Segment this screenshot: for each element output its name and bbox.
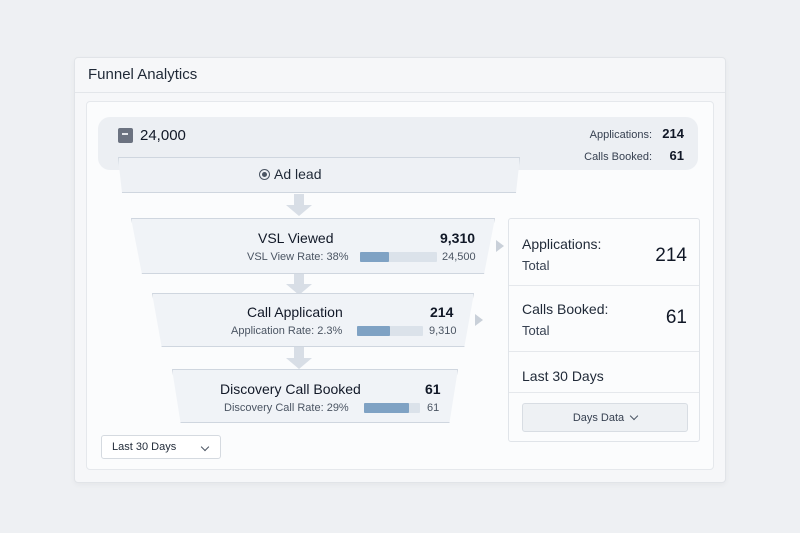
stage-rate-bar-fill: [357, 326, 390, 336]
stage-value: 214: [430, 304, 454, 320]
stage-value: 61: [425, 381, 441, 397]
chevron-down-icon: [629, 411, 639, 420]
days-data-button[interactable]: Days Data: [522, 403, 688, 432]
arrow-right-icon: [475, 314, 483, 326]
side-divider: [509, 285, 699, 286]
funnel-stage-discovery-call[interactable]: [172, 369, 458, 423]
summary-applications-value: 214: [662, 126, 684, 141]
summary-calls-value: 61: [669, 148, 684, 163]
stage-rate: Application Rate: 2.3%: [231, 325, 343, 337]
side-applications-sub: Total: [522, 258, 550, 273]
funnel-stage-call-application[interactable]: [152, 293, 474, 347]
date-range-value: Last 30 Days: [112, 441, 177, 453]
arrow-down-icon: [286, 347, 312, 369]
side-calls-sub: Total: [522, 323, 550, 338]
summary-applications-label: Applications:: [589, 129, 652, 141]
summary-calls: Calls Booked: 61: [584, 148, 684, 163]
days-data-label: Days Data: [572, 411, 625, 424]
arrow-down-icon: [286, 273, 312, 295]
stage-title: Call Application: [247, 304, 343, 320]
inbox-icon: [118, 128, 133, 143]
lead-label: Ad lead: [259, 166, 321, 182]
stage-rate: VSL View Rate: 38%: [247, 251, 349, 263]
lead-label-text: Ad lead: [274, 166, 322, 182]
side-calls-label: Calls Booked:: [522, 301, 609, 317]
chevron-down-icon: [200, 442, 210, 452]
funnel-stage-vsl-viewed[interactable]: [131, 218, 495, 274]
stage-value: 9,310: [440, 230, 476, 246]
totals-panel: Applications: Total 214 Calls Booked: To…: [508, 218, 700, 442]
side-calls-value: 61: [665, 307, 687, 328]
stage-bar-end: 24,500: [442, 251, 476, 263]
page-title: Funnel Analytics: [88, 66, 198, 83]
summary-total: 24,000: [140, 127, 186, 144]
summary-calls-label: Calls Booked:: [584, 151, 652, 163]
stage-rate-bar: [360, 252, 437, 262]
stage-title: VSL Viewed: [258, 230, 334, 246]
stage-bar-end: 9,310: [429, 325, 457, 337]
side-applications-label: Applications:: [522, 236, 602, 252]
header-divider: [75, 92, 725, 93]
stage-title: Discovery Call Booked: [220, 381, 361, 397]
arrow-right-icon: [496, 240, 504, 252]
side-period-label: Last 30 Days: [522, 368, 604, 384]
stage-rate-bar: [357, 326, 423, 336]
stage-rate-bar: [364, 403, 420, 413]
summary-applications: Applications: 214: [590, 126, 684, 141]
radio-icon: [259, 168, 270, 180]
side-divider: [509, 392, 699, 393]
side-divider: [509, 351, 699, 352]
stage-rate-bar-fill: [364, 403, 409, 413]
date-range-select[interactable]: Last 30 Days: [101, 435, 221, 459]
stage-rate-bar-fill: [360, 252, 390, 262]
funnel-stage-lead[interactable]: [118, 157, 520, 193]
stage-rate: Discovery Call Rate: 29%: [224, 402, 349, 414]
side-applications-value: 214: [655, 245, 687, 266]
arrow-down-icon: [286, 194, 312, 216]
stage-bar-end: 61: [427, 402, 440, 414]
